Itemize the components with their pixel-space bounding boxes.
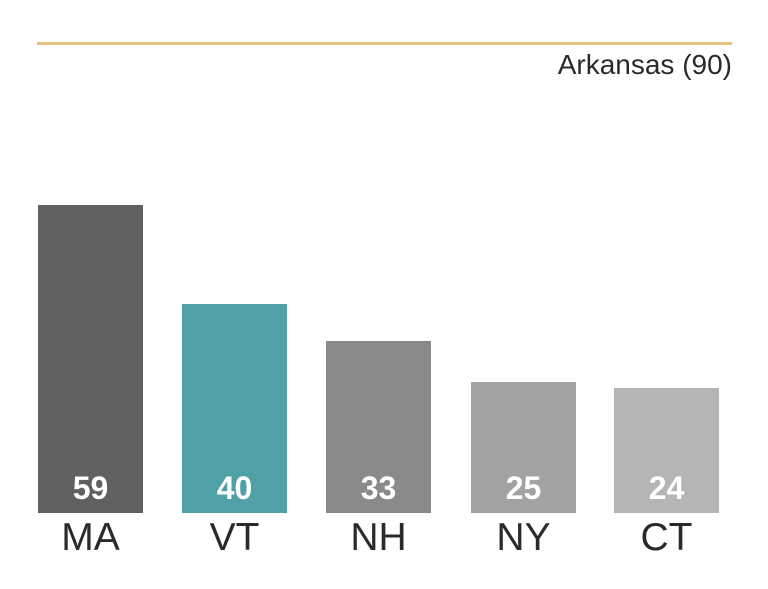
bar-value-label: 25 — [505, 470, 542, 506]
reference-line — [37, 42, 732, 45]
bar-value-label: 40 — [216, 470, 253, 506]
bar-ma: 59 — [38, 205, 143, 513]
x-axis-label-ny: NY — [496, 516, 551, 559]
bar-value-label: 24 — [648, 470, 685, 506]
reference-line-label: Arkansas (90) — [557, 49, 732, 80]
bar-ny: 25 — [471, 382, 576, 513]
bar-vt: 40 — [182, 304, 287, 513]
bar-nh: 33 — [326, 341, 431, 513]
x-axis-label-ct: CT — [640, 516, 693, 559]
bar-ct: 24 — [614, 388, 719, 513]
x-axis-label-ma: MA — [61, 516, 120, 559]
bar-value-label: 33 — [360, 470, 397, 506]
x-axis-label-nh: NH — [350, 516, 407, 559]
x-axis-label-vt: VT — [209, 516, 260, 559]
bar-value-label: 59 — [72, 470, 109, 506]
